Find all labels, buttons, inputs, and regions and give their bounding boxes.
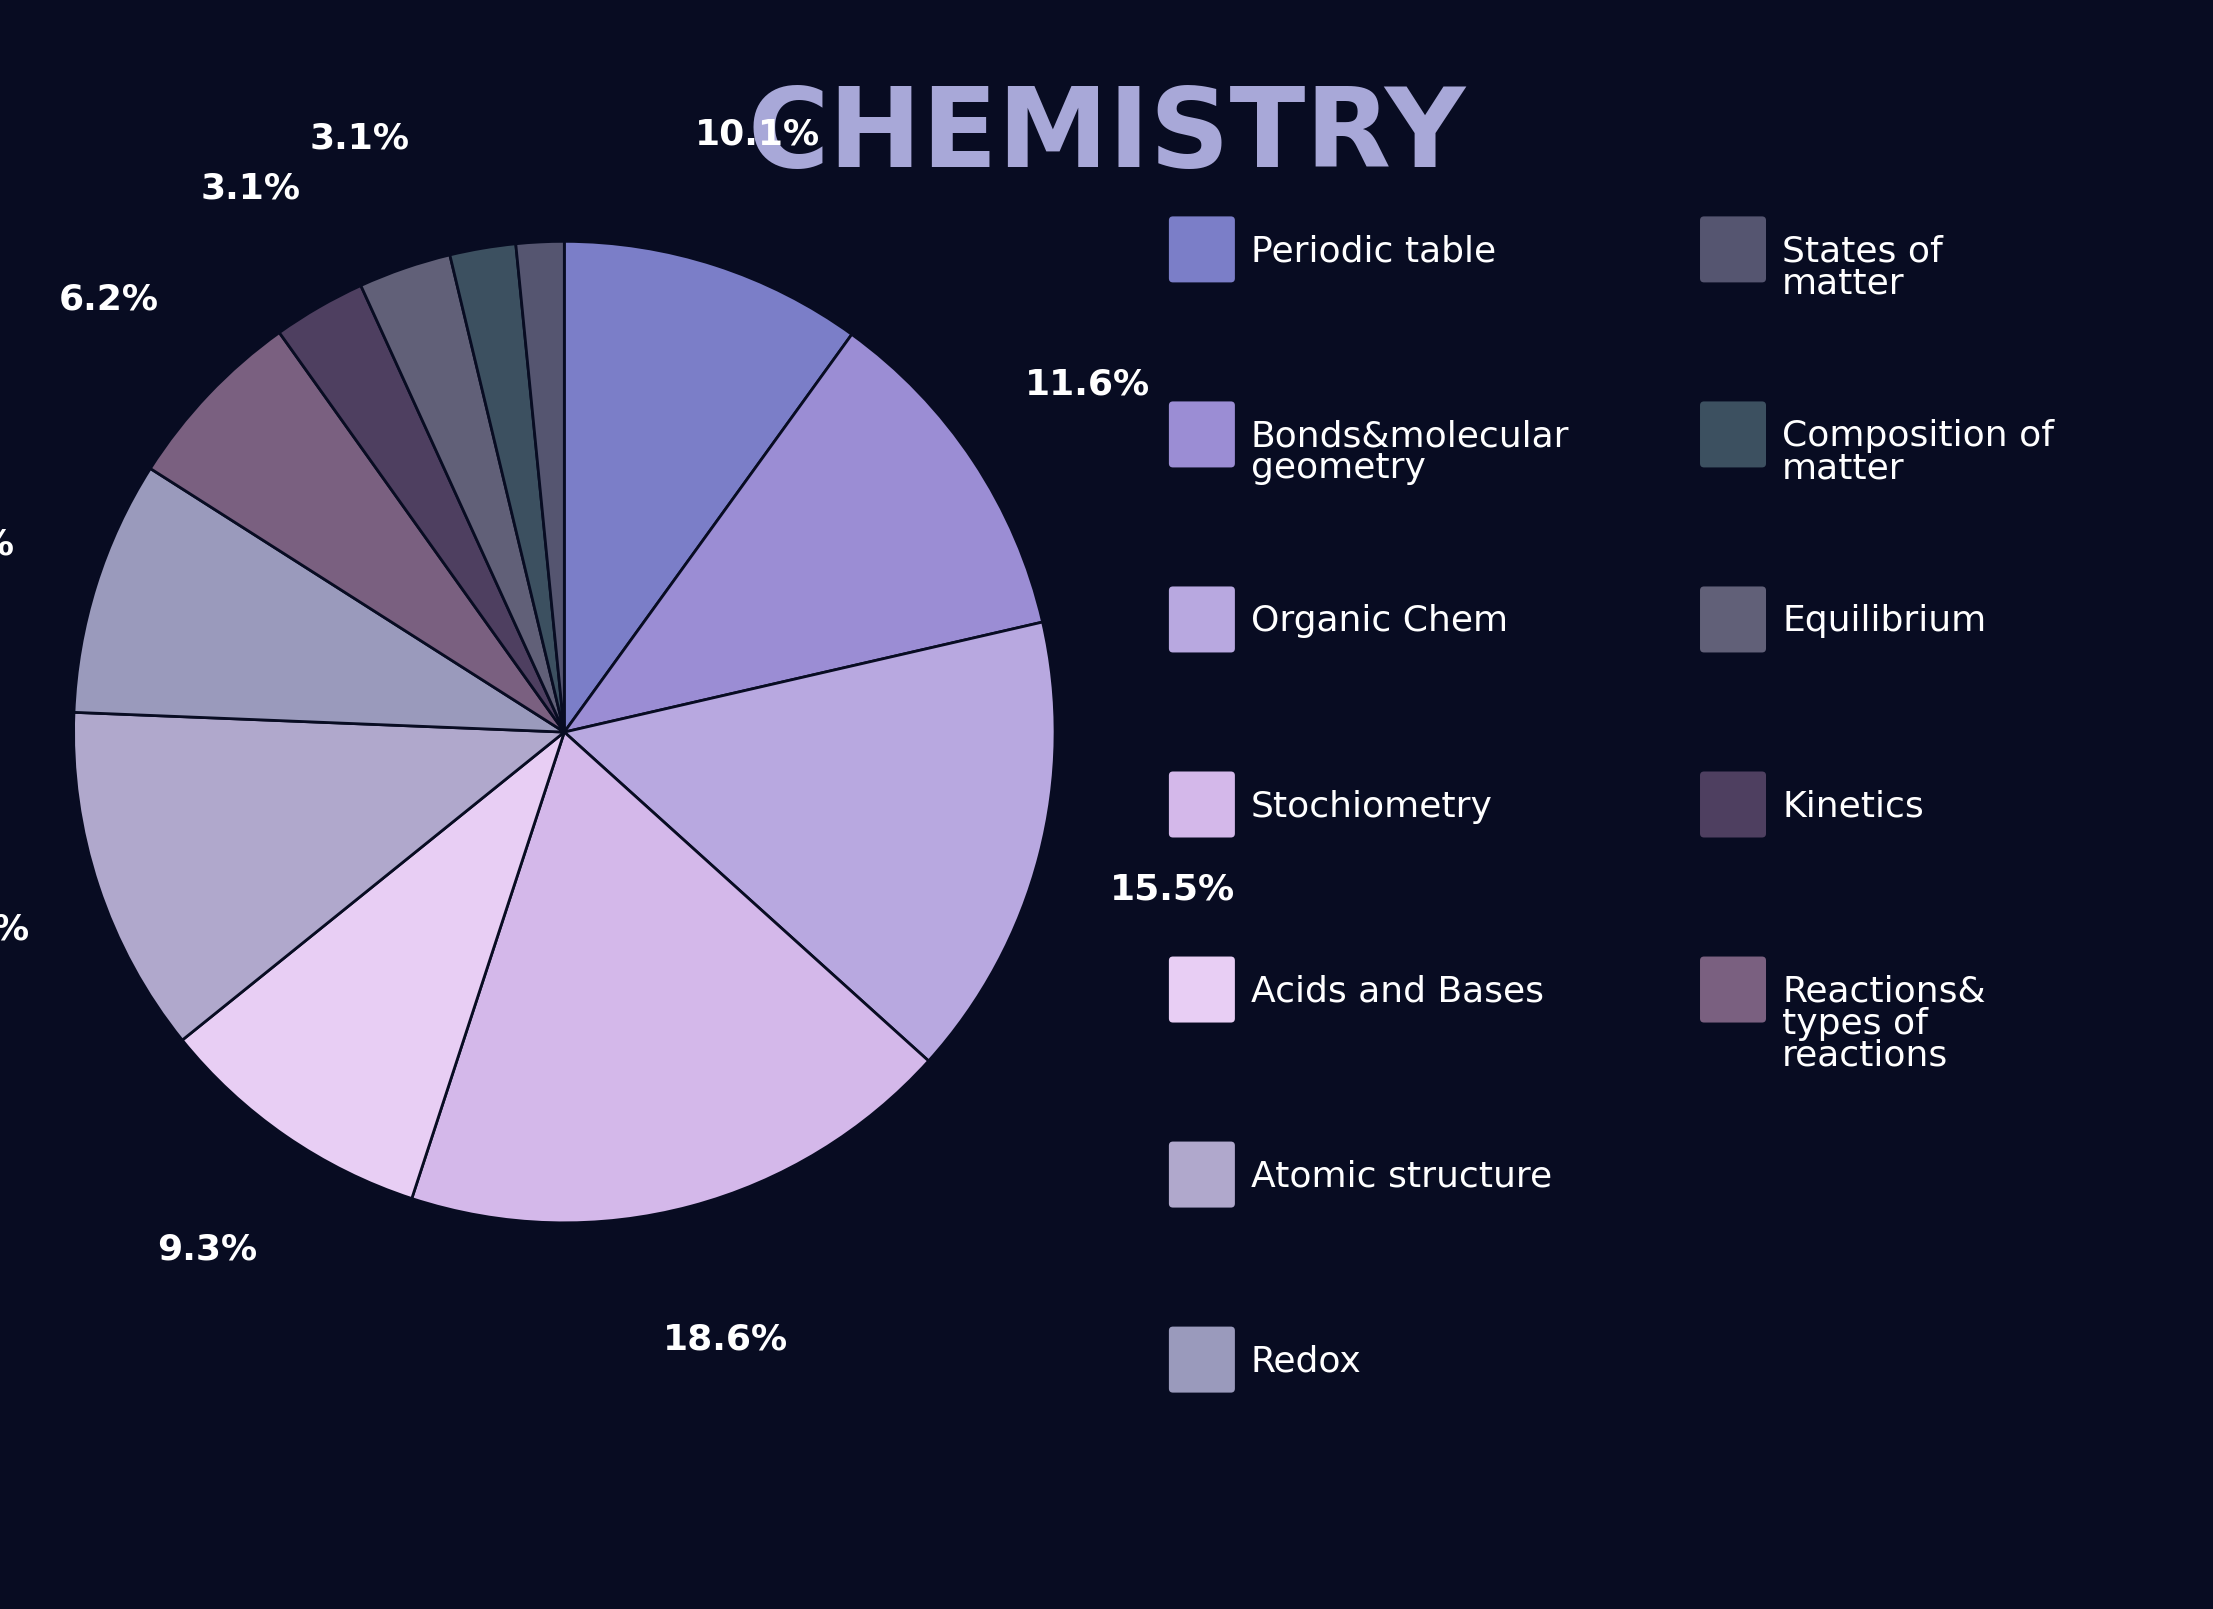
FancyBboxPatch shape (1168, 586, 1235, 653)
Text: 11.6%: 11.6% (0, 912, 31, 946)
Text: 10.1%: 10.1% (695, 117, 821, 151)
Wedge shape (181, 732, 564, 1199)
FancyBboxPatch shape (1168, 771, 1235, 838)
Text: 6.2%: 6.2% (58, 283, 159, 317)
FancyBboxPatch shape (1700, 956, 1766, 1023)
Text: Acids and Bases: Acids and Bases (1250, 975, 1545, 1009)
FancyBboxPatch shape (1700, 586, 1766, 653)
Wedge shape (73, 468, 564, 732)
FancyBboxPatch shape (1700, 216, 1766, 283)
Text: matter: matter (1781, 267, 1905, 301)
Text: Stochiometry: Stochiometry (1250, 790, 1494, 824)
Wedge shape (516, 241, 564, 732)
Text: Reactions&: Reactions& (1781, 975, 1985, 1009)
Text: CHEMISTRY: CHEMISTRY (748, 84, 1465, 190)
Text: 15.5%: 15.5% (1109, 874, 1235, 907)
Text: Periodic table: Periodic table (1250, 235, 1496, 269)
Text: Equilibrium: Equilibrium (1781, 605, 1987, 639)
Text: Composition of: Composition of (1781, 420, 2054, 454)
FancyBboxPatch shape (1168, 1326, 1235, 1393)
Wedge shape (150, 333, 564, 732)
Wedge shape (361, 254, 564, 732)
Text: types of: types of (1781, 1007, 1928, 1041)
FancyBboxPatch shape (1168, 401, 1235, 468)
Text: Atomic structure: Atomic structure (1250, 1160, 1551, 1194)
FancyBboxPatch shape (1168, 1141, 1235, 1208)
Text: Redox: Redox (1250, 1345, 1361, 1379)
Wedge shape (449, 243, 564, 732)
Text: 18.6%: 18.6% (664, 1323, 788, 1356)
Text: 11.6%: 11.6% (1025, 368, 1151, 402)
Text: 8.5%: 8.5% (0, 528, 15, 562)
Wedge shape (564, 623, 1056, 1060)
Text: Organic Chem: Organic Chem (1250, 605, 1507, 639)
FancyBboxPatch shape (1168, 956, 1235, 1023)
Wedge shape (564, 241, 852, 732)
Wedge shape (279, 285, 564, 732)
Wedge shape (412, 732, 929, 1223)
Text: geometry: geometry (1250, 452, 1425, 486)
Text: Kinetics: Kinetics (1781, 790, 1923, 824)
FancyBboxPatch shape (1168, 216, 1235, 283)
Text: 3.1%: 3.1% (310, 121, 409, 154)
Text: States of: States of (1781, 235, 1943, 269)
Text: Bonds&molecular: Bonds&molecular (1250, 420, 1569, 454)
Text: 3.1%: 3.1% (199, 171, 301, 204)
FancyBboxPatch shape (1700, 401, 1766, 468)
Text: reactions: reactions (1781, 1038, 1947, 1073)
Wedge shape (73, 713, 564, 1039)
Text: 9.3%: 9.3% (157, 1232, 257, 1266)
FancyBboxPatch shape (1700, 771, 1766, 838)
Wedge shape (564, 335, 1042, 732)
Text: matter: matter (1781, 452, 1905, 486)
